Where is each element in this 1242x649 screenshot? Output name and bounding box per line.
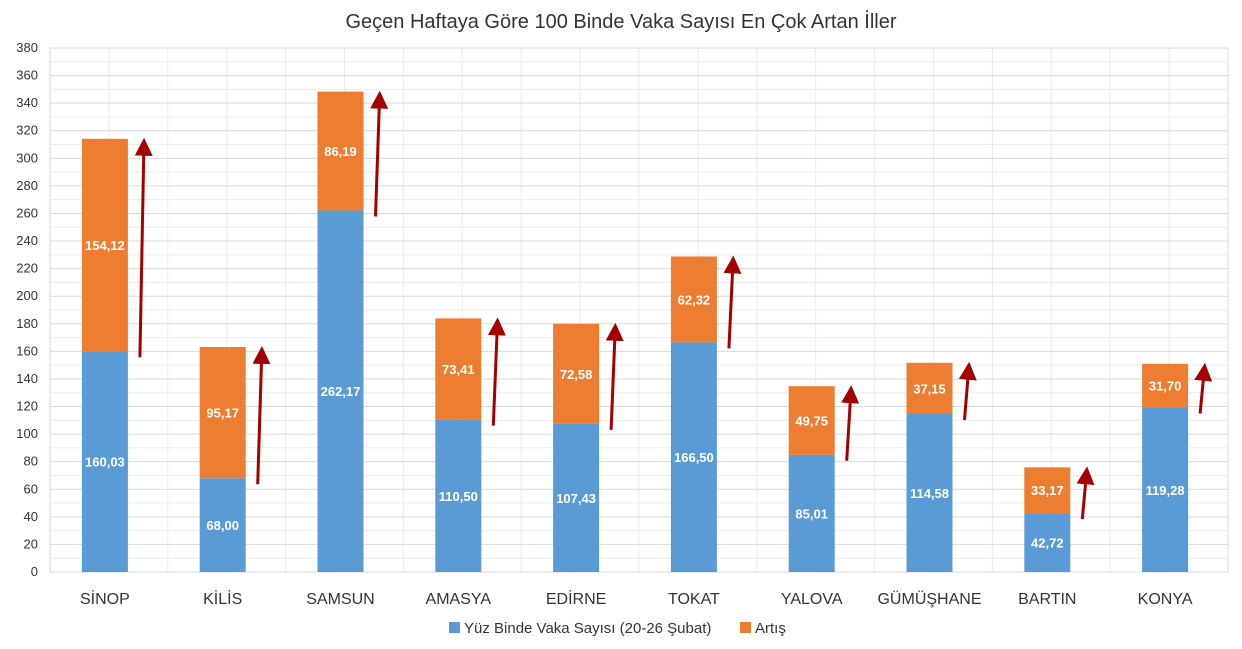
bar-base	[1024, 513, 1071, 572]
data-label-increase: 33,17	[1031, 483, 1064, 498]
data-label-increase: 154,12	[85, 238, 125, 253]
data-label-base: 107,43	[556, 491, 596, 506]
x-tick-label: SAMSUN	[306, 591, 374, 608]
y-tick-label: 220	[16, 261, 38, 276]
x-tick-label: EDİRNE	[546, 589, 606, 608]
bar-base	[906, 414, 953, 572]
y-tick-label: 20	[24, 536, 38, 551]
increase-arrow	[958, 361, 977, 421]
bar-increase	[670, 256, 717, 343]
y-tick-label: 0	[31, 564, 38, 579]
y-tick-label: 40	[24, 509, 38, 524]
legend-swatch	[740, 622, 751, 633]
chart-title: Geçen Haftaya Göre 100 Binde Vaka Sayısı…	[345, 10, 896, 33]
y-tick-label: 180	[16, 316, 38, 331]
increase-arrow	[1076, 466, 1095, 520]
data-label-base: 110,50	[439, 489, 478, 504]
increase-arrow	[370, 90, 389, 217]
data-label-increase: 62,32	[678, 292, 711, 307]
increase-arrow	[605, 322, 624, 430]
data-label-increase: 86,19	[324, 144, 357, 159]
bar-base	[788, 454, 835, 572]
increase-arrow	[841, 385, 860, 461]
y-tick-label: 340	[16, 95, 38, 110]
bar-base	[670, 342, 717, 572]
legend: Yüz Binde Vaka Sayısı (20-26 Şubat) Artış	[449, 620, 786, 637]
data-label-base: 166,50	[674, 450, 714, 465]
x-tick-label: KONYA	[1138, 591, 1193, 608]
bar-increase	[906, 362, 953, 415]
bar-base	[553, 423, 600, 572]
bar-increase	[81, 138, 128, 352]
legend-swatch	[449, 622, 460, 633]
x-tick-label: BARTIN	[1018, 591, 1076, 608]
y-tick-label: 240	[16, 233, 38, 248]
increase-arrow	[723, 255, 742, 349]
x-tick-label: YALOVA	[781, 591, 843, 608]
bar-base	[435, 419, 482, 572]
data-label-base: 42,72	[1031, 536, 1064, 551]
bar-increase	[553, 323, 600, 424]
data-label-increase: 49,75	[795, 413, 828, 428]
bar-base	[199, 478, 246, 572]
y-tick-label: 260	[16, 205, 38, 220]
data-label-base: 68,00	[206, 518, 239, 533]
bar-base	[317, 210, 364, 572]
y-axis: 0 20 40 60 80 100 120 140 160 180 200 220 240 260 280 3…	[16, 40, 38, 579]
data-label-increase: 73,41	[442, 362, 475, 377]
plot-border	[49, 47, 1229, 573]
y-tick-label: 60	[24, 481, 38, 496]
y-tick-label: 160	[16, 343, 38, 358]
bars: 160,03 154,12 68,00 95,17 262,17 86,19 110,50 7…	[81, 91, 1189, 572]
data-label-base: 160,03	[85, 455, 125, 470]
bar-increase	[317, 91, 364, 211]
x-tick-label: SİNOP	[80, 589, 130, 608]
data-label-increase: 31,70	[1149, 379, 1182, 394]
bar-increase	[435, 318, 482, 420]
increase-arrow	[1194, 362, 1213, 414]
y-tick-label: 200	[16, 288, 38, 303]
data-label-increase: 95,17	[206, 406, 239, 421]
bar-increase	[1024, 467, 1071, 514]
data-label-increase: 37,15	[913, 381, 946, 396]
data-label-increase: 72,58	[560, 367, 593, 382]
x-axis: SİNOP KİLİS SAMSUN AMASYA EDİRNE TOKAT YALOVA G…	[80, 589, 1193, 608]
y-tick-label: 320	[16, 123, 38, 138]
bar-base	[81, 351, 128, 572]
data-label-base: 114,58	[910, 486, 949, 501]
x-tick-label: KİLİS	[203, 589, 242, 608]
y-tick-label: 120	[16, 399, 38, 414]
y-tick-label: 380	[16, 40, 38, 55]
increase-arrow	[252, 346, 271, 485]
y-tick-label: 360	[16, 68, 38, 83]
data-label-base: 262,17	[321, 384, 361, 399]
y-tick-label: 80	[24, 454, 38, 469]
x-tick-label: TOKAT	[668, 591, 720, 608]
data-label-base: 85,01	[795, 506, 828, 521]
y-tick-label: 140	[16, 371, 38, 386]
x-tick-label: AMASYA	[426, 591, 492, 608]
y-tick-label: 280	[16, 178, 38, 193]
bar-increase	[1142, 363, 1189, 408]
y-tick-label: 100	[16, 426, 38, 441]
bar-base	[1142, 407, 1189, 572]
y-tick-label: 300	[16, 150, 38, 165]
increase-arrow	[487, 317, 506, 426]
bar-increase	[788, 386, 835, 455]
legend-label: Yüz Binde Vaka Sayısı (20-26 Şubat)	[464, 620, 711, 637]
increase-arrow	[134, 137, 153, 358]
legend-label: Artış	[755, 620, 786, 637]
data-label-base: 119,28	[1146, 483, 1185, 498]
arrows	[134, 90, 1213, 520]
bar-increase	[199, 346, 246, 479]
x-tick-label: GÜMÜŞHANE	[877, 590, 981, 608]
